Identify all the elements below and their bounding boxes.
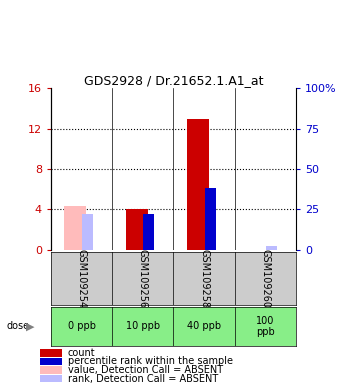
Text: percentile rank within the sample: percentile rank within the sample: [68, 356, 233, 366]
Text: 100
ppb: 100 ppb: [256, 316, 275, 337]
Text: GSM109260: GSM109260: [260, 249, 270, 308]
Text: ▶: ▶: [27, 321, 35, 331]
Bar: [40, 375, 62, 382]
Bar: [205, 188, 216, 250]
Bar: [82, 214, 93, 250]
Text: 10 ppb: 10 ppb: [126, 321, 160, 331]
Text: GSM109254: GSM109254: [76, 249, 87, 308]
Text: 0 ppb: 0 ppb: [68, 321, 96, 331]
Bar: [40, 349, 62, 356]
Bar: [40, 366, 62, 374]
Text: value, Detection Call = ABSENT: value, Detection Call = ABSENT: [68, 365, 223, 375]
Text: count: count: [68, 348, 96, 358]
Bar: [143, 214, 154, 250]
Title: GDS2928 / Dr.21652.1.A1_at: GDS2928 / Dr.21652.1.A1_at: [84, 74, 263, 87]
Text: rank, Detection Call = ABSENT: rank, Detection Call = ABSENT: [68, 374, 218, 384]
Text: GSM109256: GSM109256: [138, 249, 148, 308]
Text: dose: dose: [7, 321, 30, 331]
Bar: [40, 358, 62, 365]
Bar: [187, 119, 209, 250]
Text: GSM109258: GSM109258: [199, 249, 209, 308]
Bar: [126, 209, 148, 250]
Text: 40 ppb: 40 ppb: [187, 321, 221, 331]
Bar: [266, 247, 277, 250]
Bar: [65, 206, 86, 250]
